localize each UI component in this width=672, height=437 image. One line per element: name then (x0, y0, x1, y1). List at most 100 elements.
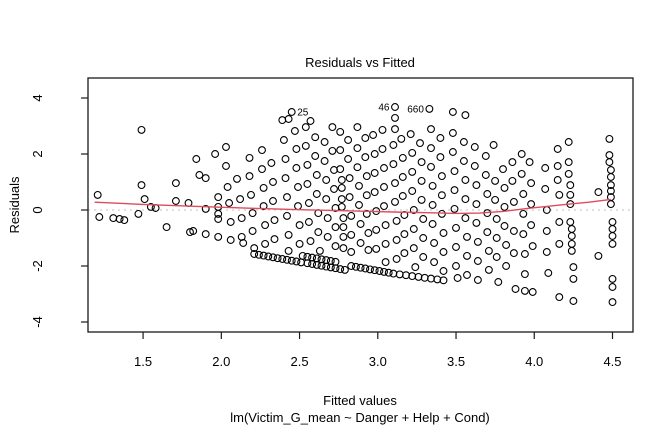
data-point (481, 171, 490, 179)
data-point (171, 179, 180, 188)
data-point (353, 163, 362, 172)
y-tick-label: 4 (30, 94, 45, 101)
data-point (569, 274, 578, 283)
data-point (544, 269, 553, 277)
data-point (339, 214, 348, 223)
data-point (361, 264, 370, 273)
data-point (294, 183, 302, 191)
data-point (470, 162, 479, 170)
data-point (278, 255, 287, 263)
data-point (461, 176, 470, 184)
data-point (362, 209, 371, 218)
data-point (312, 171, 321, 179)
data-point (569, 263, 578, 272)
data-point (380, 267, 388, 276)
data-point (428, 181, 437, 190)
data-point (201, 174, 210, 183)
data-point (566, 218, 575, 226)
data-point (453, 274, 462, 282)
data-point (292, 145, 301, 153)
data-point (222, 143, 230, 151)
data-point (519, 209, 528, 218)
data-point (484, 246, 493, 255)
data-point (353, 144, 362, 153)
data-point (525, 158, 534, 167)
y-tick-label: 0 (30, 206, 45, 213)
data-point (566, 181, 575, 190)
data-point (508, 158, 517, 167)
data-point (517, 169, 526, 178)
data-point (492, 215, 501, 223)
data-point (555, 239, 564, 248)
data-point (120, 216, 129, 225)
plot-content: 25 46 660 1.5 2.0 2.5 3.0 3.5 4.0 4.5 -4 -2 0 2 4 (30, 77, 634, 369)
data-point (608, 239, 617, 248)
data-point (259, 251, 268, 260)
data-point (509, 197, 518, 206)
data-point (389, 141, 398, 149)
data-point (226, 218, 235, 226)
data-point (331, 223, 340, 232)
data-point (320, 138, 329, 146)
data-point (339, 223, 348, 232)
data-point (378, 125, 387, 134)
data-point (527, 221, 536, 230)
data-point (211, 150, 220, 158)
data-point (201, 230, 210, 239)
plot-title: Residuals vs Fitted (305, 55, 415, 70)
data-point (339, 244, 348, 253)
data-point (301, 141, 310, 150)
data-point (439, 248, 448, 256)
data-point (225, 199, 234, 207)
data-point (347, 211, 356, 220)
data-point (608, 225, 617, 233)
data-point (306, 117, 315, 125)
data-point (430, 239, 439, 247)
data-point (356, 263, 365, 272)
data-point (281, 155, 290, 163)
data-point (481, 152, 490, 160)
data-point (502, 241, 511, 249)
x-axis-label: Fitted values (323, 393, 397, 408)
data-point (381, 221, 390, 230)
data-point (248, 227, 257, 235)
data-point (567, 225, 576, 233)
data-point (392, 236, 401, 244)
data-point (259, 183, 268, 192)
data-point (269, 178, 277, 186)
data-point (416, 139, 424, 148)
data-point (361, 134, 370, 142)
data-point (499, 165, 507, 174)
data-point (567, 239, 576, 248)
data-point (347, 230, 356, 239)
data-point (295, 239, 304, 248)
data-point (400, 230, 409, 239)
data-point (233, 174, 241, 183)
data-point (500, 183, 509, 192)
data-point (328, 123, 337, 132)
data-point (356, 220, 365, 228)
data-point (250, 250, 259, 258)
data-point (509, 227, 518, 235)
data-point (555, 218, 564, 226)
data-point (541, 164, 550, 172)
data-point (362, 191, 371, 200)
data-point (375, 267, 384, 275)
data-point (189, 227, 198, 235)
data-point (395, 270, 404, 279)
data-point (370, 150, 379, 158)
data-point (331, 242, 340, 251)
data-point (239, 239, 248, 247)
data-point (492, 234, 501, 242)
x-tick-label: 4.0 (525, 354, 543, 369)
data-point (283, 193, 291, 202)
data-point (500, 202, 509, 211)
data-point (372, 244, 381, 253)
data-point (608, 283, 617, 291)
data-point (448, 148, 457, 156)
data-point (315, 246, 324, 255)
data-point (322, 176, 331, 184)
data-point (473, 237, 482, 246)
data-point (389, 269, 398, 278)
data-point (542, 227, 551, 235)
